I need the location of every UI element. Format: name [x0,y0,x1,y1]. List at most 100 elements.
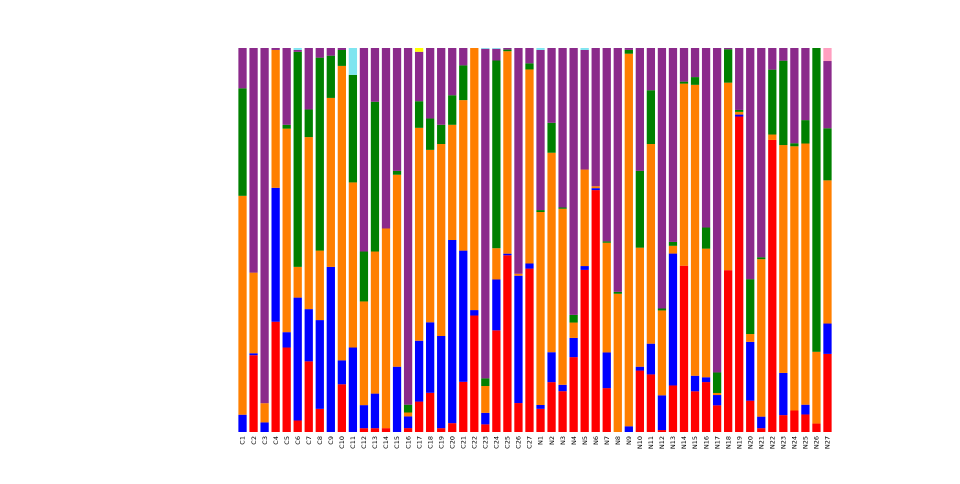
bar-segment-C16-s2 [403,412,413,417]
bar-segment-C13-s1 [370,393,380,429]
x-tick-label: N7 [603,436,611,445]
bar-segment-C13-s0 [370,428,380,432]
bar-segment-C20-s4 [448,48,457,96]
bar-segment-N18-s3 [724,49,733,83]
x-tick-label: C18 [426,436,434,449]
x-tick-label: C2 [250,436,258,445]
bar-segment-N17-s4 [712,48,722,373]
x-tick-label: C10 [338,436,346,449]
bar-segment-N3-s0 [558,391,567,432]
bar-segment-C11-s2 [348,182,358,348]
bar-segment-C15-s2 [392,174,402,367]
bar-segment-C23-s2 [481,386,490,413]
bar-segment-N14-s3 [679,81,689,84]
bar-segment-C12-s3 [359,251,369,302]
bar-segment-N1-s0 [536,408,545,432]
bar-segment-N4-s2 [569,322,578,338]
bar-segment-C26-s0 [514,403,523,432]
bar-segment-N4-s3 [569,314,578,323]
bar-segment-N21-s0 [757,428,766,432]
bar-segment-N24-s0 [790,410,799,432]
bar-segment-C19-s2 [437,144,446,336]
bar-segment-N1-s3 [536,210,545,213]
bar-segment-N26-s0 [812,423,821,432]
bar-segment-N21-s1 [757,416,766,429]
bar-segment-C2-s0 [249,355,258,432]
bar-segment-C6-s1 [293,297,302,421]
bar-segment-C17-s6 [414,48,424,52]
bar-segment-N3-s3 [558,207,567,209]
bar-segment-C21-s1 [459,250,468,382]
x-tick-label: C11 [349,436,357,449]
bar-segment-C11-s5 [348,48,358,75]
bar-segment-C26-s1 [514,275,523,404]
bar-segment-C24-s3 [492,60,501,249]
bar-segment-N4-s0 [569,357,578,432]
bar-segment-C1-s3 [238,88,247,196]
bar-segment-N9-s2 [624,53,633,427]
bar-segment-C8-s3 [315,57,324,251]
bar-segment-C4-s1 [271,187,280,322]
bar-segment-C11-s1 [348,347,358,432]
bar-segment-N16-s2 [701,248,711,378]
bar-segment-N9-s4 [624,48,633,50]
bar-segment-N10-s0 [635,370,644,432]
bar-segment-C14-s2 [381,228,391,429]
x-tick-labels: C1 C2 C3 C4 C5 C6 C7 C8 C9 C10 C11 C12 C13 C14 C15 C16 C… [239,436,832,449]
bar-segment-N7-s2 [602,242,611,353]
bar-segment-N8-s2 [613,293,622,432]
x-tick-label: C22 [471,436,479,449]
bar-segment-N27-s0 [823,353,832,432]
bar-segment-N11-s0 [646,374,656,432]
bar-segment-N26-s3 [812,48,821,352]
bar-segment-C13-s3 [370,101,380,252]
x-tick-label: C24 [493,436,501,449]
bar-segment-N8-s4 [613,48,622,292]
bar-segment-C5-s3 [282,124,291,129]
bar-segment-N20-s0 [746,400,755,432]
bar-segment-C24-s2 [492,248,501,280]
x-tick-label: N18 [724,436,732,449]
bar-segment-N17-s3 [712,372,722,393]
bar-segment-C21-s3 [459,65,468,101]
bar-segment-N6-s1 [591,188,600,191]
x-tick-label: C27 [526,436,534,449]
bar-segment-C27-s1 [525,263,534,269]
x-tick-label: C23 [482,436,490,449]
bar-segment-C24-s5 [492,48,501,49]
bar-segment-N17-s2 [712,392,722,396]
x-tick-label: N25 [802,436,810,449]
bar-segment-N14-s0 [679,265,689,432]
bars-layer [238,48,832,433]
bar-segment-N25-s3 [801,120,810,144]
bar-segment-N24-s4 [790,48,799,144]
bar-segment-C10-s0 [337,384,346,432]
bar-segment-C1-s1 [238,414,247,432]
bar-segment-C19-s0 [437,428,446,432]
bar-segment-C7-s0 [304,361,313,432]
bar-segment-C17-s3 [414,101,424,128]
x-tick-label: C26 [515,436,523,449]
bar-segment-N26-s2 [812,351,821,424]
bar-segment-C7-s2 [304,137,313,310]
x-tick-label: C1 [239,436,247,445]
x-tick-label: N3 [559,436,567,445]
bar-segment-N20-s3 [746,279,755,335]
x-tick-label: N19 [735,436,743,449]
bar-segment-N15-s3 [690,77,700,85]
bar-segment-N12-s1 [657,395,667,431]
bar-segment-C20-s2 [448,124,457,240]
bar-segment-C9-s4 [326,48,335,56]
x-tick-label: N8 [614,436,622,445]
bar-segment-N15-s0 [690,391,700,432]
x-tick-label: N16 [702,436,710,449]
bar-segment-N25-s4 [801,48,810,121]
bar-segment-C21-s2 [459,100,468,251]
bar-segment-N10-s2 [635,247,644,367]
bar-segment-C27-s0 [525,268,534,432]
x-tick-label: N10 [636,436,644,449]
x-tick-label: C13 [371,436,379,449]
bar-segment-C3-s2 [260,403,269,423]
bar-segment-C8-s4 [315,48,324,58]
